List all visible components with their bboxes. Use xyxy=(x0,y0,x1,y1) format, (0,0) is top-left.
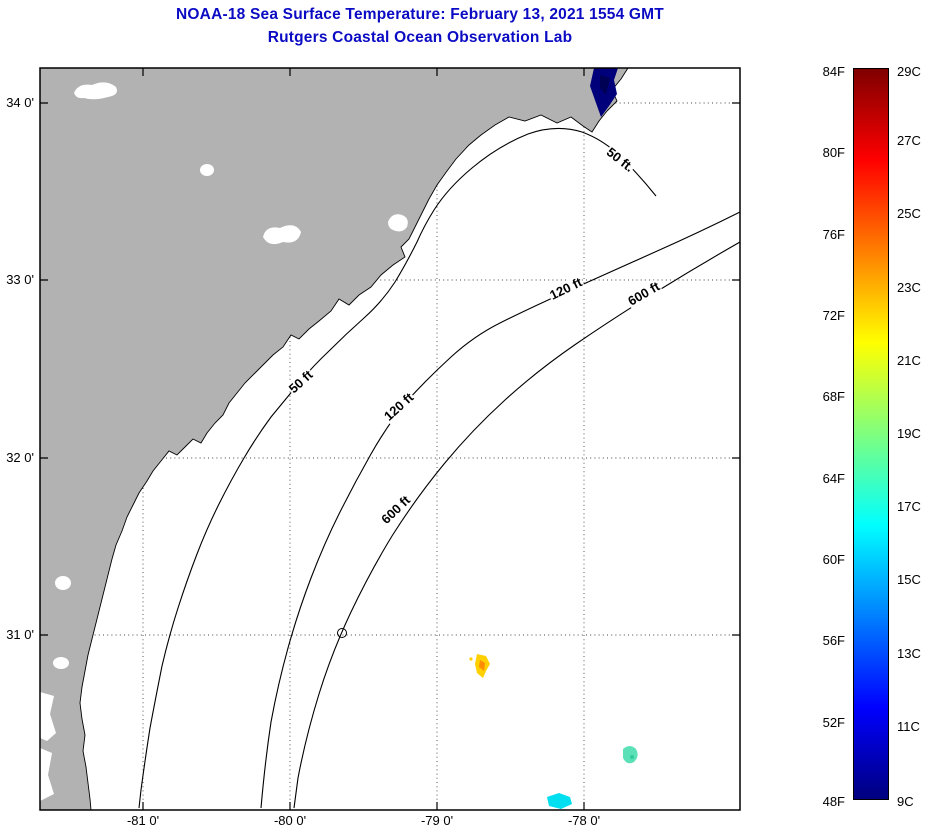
plot-frame xyxy=(39,67,741,811)
axis-tick-marks xyxy=(40,68,740,810)
x-tick-label-79: -79 0' xyxy=(420,813,454,828)
colorbar-c-label-27: 27C xyxy=(897,133,921,148)
depth-contours xyxy=(138,127,741,809)
sst-patch-cold-dark xyxy=(600,75,610,95)
colorbar-f-label-48: 48F xyxy=(822,794,845,809)
sst-patch-warm-orange xyxy=(479,660,485,671)
colorbar-f-label-72: 72F xyxy=(822,308,845,323)
page-title: NOAA-18 Sea Surface Temperature: Februar… xyxy=(176,6,664,23)
colorbar-c-label-15: 15C xyxy=(897,572,921,587)
colorbar-c-label-9: 9C xyxy=(897,794,914,809)
depth-contour-600ft xyxy=(293,241,741,809)
colorbar-f-label-64: 64F xyxy=(822,471,845,486)
page-subtitle: Rutgers Coastal Ocean Observation Lab xyxy=(267,29,573,46)
colorbar-c-label-29: 29C xyxy=(897,64,921,79)
y-tick-label-31: 31 0' xyxy=(6,627,34,642)
colorbar-f-label-76: 76F xyxy=(822,227,845,242)
title-block: NOAA-18 Sea Surface Temperature: Februar… xyxy=(60,3,780,49)
colorbar-c-label-21: 21C xyxy=(897,353,921,368)
sst-patches xyxy=(469,68,638,809)
colorbar-f-label-60: 60F xyxy=(822,552,845,567)
colorbar-c-label-11: 11C xyxy=(897,719,920,734)
x-tick-label-81: -81 0' xyxy=(126,813,160,828)
colorbar-f-label-56: 56F xyxy=(822,633,845,648)
x-tick-label-78: -78 0' xyxy=(567,813,601,828)
temperature-colorbar xyxy=(853,68,889,800)
graticule-grid xyxy=(40,68,740,810)
colorbar-c-label-13: 13C xyxy=(897,646,921,661)
colorbar-f-label-80: 80F xyxy=(822,145,845,160)
depth-contour-120ft xyxy=(260,211,741,809)
colorbar-c-label-23: 23C xyxy=(897,280,921,295)
colorbar-c-label-25: 25C xyxy=(897,206,921,221)
y-tick-label-34: 34 0' xyxy=(6,95,34,110)
sst-patch-teal xyxy=(623,746,638,764)
sst-speck-green xyxy=(630,755,634,759)
colorbar-c-label-19: 19C xyxy=(897,426,921,441)
y-tick-label-33: 33 0' xyxy=(6,272,34,287)
sst-speck-yellow xyxy=(469,657,473,661)
colorbar-f-label-84: 84F xyxy=(822,64,845,79)
y-tick-label-32: 32 0' xyxy=(6,450,34,465)
small-closed-contour xyxy=(337,628,347,638)
cloud-patches xyxy=(40,82,408,801)
colorbar-c-label-17: 17C xyxy=(897,499,921,514)
x-tick-label-80: -80 0' xyxy=(273,813,307,828)
land-mass xyxy=(39,67,629,811)
colorbar-f-label-52: 52F xyxy=(822,715,845,730)
depth-contour-50ft xyxy=(138,127,657,809)
colorbar-f-label-68: 68F xyxy=(822,389,845,404)
sst-patch-cyan xyxy=(547,793,572,809)
